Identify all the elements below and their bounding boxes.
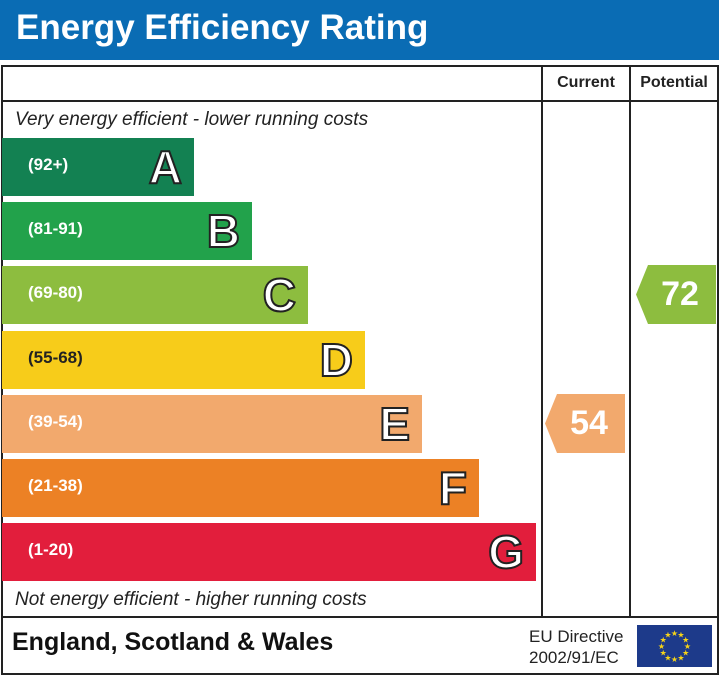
band-letter: F [438,461,468,515]
band-bar-c: (69-80) C [2,266,308,324]
band-bar-b: (81-91) B [2,202,252,260]
star-icon: ★ [664,653,671,662]
star-icon: ★ [664,631,671,640]
star-icon: ★ [682,649,689,658]
directive-line1: EU Directive [529,627,624,646]
band-bar-f: (21-38) F [2,459,479,517]
star-icon: ★ [677,631,684,640]
band-range: (55-68) [28,348,83,367]
potential-rating-arrow: 72 [636,265,716,324]
page-title: Energy Efficiency Rating [16,8,429,47]
eu-flag-icon: ★ ★ ★ ★ ★ ★ ★ ★ ★ ★ ★ ★ [637,625,712,667]
directive-line2: 2002/91/EC [529,648,619,667]
band-range: (69-80) [28,283,83,302]
column-divider [541,65,543,617]
star-icon: ★ [660,636,667,645]
band-letter: C [262,268,297,322]
bottom-note: Not energy efficient - higher running co… [15,589,367,610]
band-range: (92+) [28,155,69,174]
band-bar-d: (55-68) D [2,331,365,389]
band-letter: G [487,525,525,579]
potential-column-header: Potential [640,74,708,91]
star-icon: ★ [684,642,691,651]
header-banner [0,0,719,60]
star-icon: ★ [658,642,665,651]
star-icon: ★ [660,649,667,658]
band-range: (39-54) [28,412,83,431]
band-bar-e: (39-54) E [2,395,422,453]
region-label: England, Scotland & Wales [12,628,334,656]
potential-rating-value: 72 [661,275,699,313]
band-letter: D [319,333,354,387]
band-letter: A [148,140,183,194]
current-rating-arrow: 54 [545,394,625,453]
star-icon: ★ [671,629,678,638]
band-bar-g: (1-20) G [2,523,536,581]
band-letter: B [206,204,241,258]
band-letter: E [378,397,411,451]
band-bar-a: (92+) A [2,138,194,196]
star-icon: ★ [671,655,678,664]
star-icon: ★ [682,636,689,645]
current-rating-value: 54 [570,404,608,442]
eu-directive: EU Directive 2002/91/EC [529,626,623,668]
footer-divider [1,616,717,618]
band-range: (21-38) [28,476,83,495]
top-note: Very energy efficient - lower running co… [15,109,369,130]
star-icon: ★ [677,653,684,662]
column-divider [629,65,631,617]
band-range: (1-20) [28,540,74,559]
band-range: (81-91) [28,219,83,238]
current-column-header: Current [557,74,615,91]
header-row-divider [1,100,717,102]
